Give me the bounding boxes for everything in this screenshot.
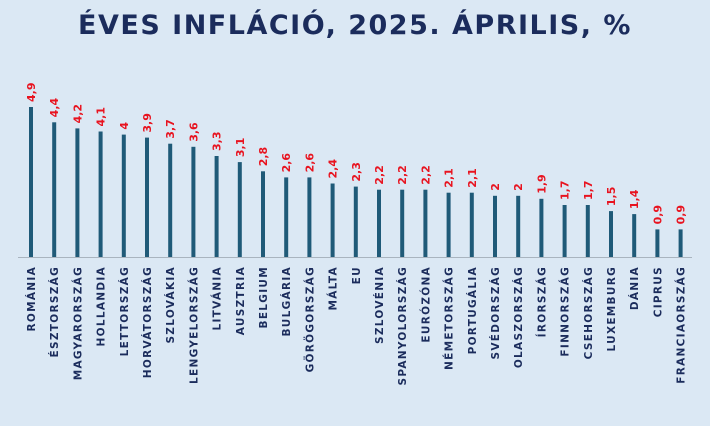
- bar: [98, 131, 103, 257]
- bar: [655, 229, 660, 257]
- bar: [261, 171, 265, 257]
- category-label: LETTORSZÁG: [118, 266, 131, 356]
- category-label: EURÓZÓNA: [419, 266, 432, 343]
- value-label: 2,6: [303, 153, 316, 173]
- chart-title: ÉVES INFLÁCIÓ, 2025. ÁPRILIS, %: [78, 10, 632, 41]
- category-label: CIPRUS: [652, 266, 664, 317]
- category-label: BELGIUM: [258, 266, 270, 328]
- bar: [168, 143, 173, 257]
- bar: [52, 122, 57, 257]
- value-label: 4,9: [25, 83, 38, 103]
- category-label: HORVÁTORSZÁG: [141, 266, 154, 378]
- bar: [307, 177, 312, 257]
- category-label: BULGÁRIA: [280, 266, 293, 336]
- category-label: HOLLANDIA: [96, 266, 108, 346]
- category-label: SZLOVÉNIA: [373, 266, 386, 344]
- bar: [678, 229, 683, 257]
- value-label: 2,4: [327, 159, 340, 179]
- value-label: 1,7: [582, 181, 595, 201]
- value-label: 2,3: [350, 162, 363, 182]
- value-label: 2: [512, 183, 525, 191]
- value-label: 1,4: [628, 189, 641, 209]
- value-label: 1,9: [535, 174, 548, 194]
- bar: [121, 134, 126, 257]
- value-label: 3,6: [187, 122, 200, 142]
- category-label: OLASZORSZÁG: [512, 266, 525, 368]
- value-label: 2,6: [280, 153, 293, 173]
- bar: [29, 107, 33, 257]
- bar: [493, 195, 497, 257]
- bar: [191, 146, 196, 257]
- category-label: SVÉDORSZÁG: [489, 266, 502, 360]
- category-label: AUSZTRIA: [235, 266, 247, 335]
- bar: [539, 198, 544, 257]
- bar: [237, 162, 242, 257]
- value-label: 3,9: [141, 113, 154, 133]
- category-label: LENGYELORSZÁG: [187, 266, 200, 384]
- value-label: 4,2: [71, 104, 84, 124]
- category-label: SZLOVÁKIA: [164, 266, 177, 344]
- bar: [585, 205, 590, 257]
- category-label: MAGYARORSZÁG: [71, 266, 84, 380]
- category-label: LUXEMBURG: [606, 266, 618, 352]
- category-label: FINNORSZÁG: [559, 266, 572, 357]
- category-label: PORTUGÁLIA: [466, 266, 479, 354]
- bar: [377, 189, 381, 257]
- bar: [423, 189, 428, 257]
- value-label: 2: [489, 183, 502, 191]
- category-label: EU: [351, 266, 363, 284]
- value-label: 1,7: [559, 181, 572, 201]
- category-label: DÁNIA: [628, 266, 641, 310]
- value-label: 2,1: [443, 168, 456, 188]
- category-label: ÉSZTORSZÁG: [48, 266, 61, 357]
- category-label: SPANYOLORSZÁG: [396, 266, 409, 386]
- category-label: LITVÁNIA: [211, 266, 224, 331]
- value-label: 0,9: [651, 205, 664, 225]
- value-label: 4: [118, 122, 131, 130]
- bar: [214, 156, 219, 257]
- bar: [145, 137, 149, 257]
- bar: [446, 192, 451, 257]
- bar: [75, 128, 80, 257]
- bar: [632, 214, 637, 257]
- value-label: 1,5: [605, 187, 618, 207]
- value-label: 2,8: [257, 147, 270, 167]
- value-label: 2,2: [373, 165, 386, 185]
- bar: [516, 195, 521, 257]
- category-label: NÉMETORSZÁG: [443, 266, 456, 370]
- value-label: 2,2: [419, 165, 432, 185]
- category-label: CSEHORSZÁG: [582, 266, 595, 359]
- value-label: 3,1: [234, 138, 247, 157]
- bar: [562, 205, 567, 257]
- bar: [609, 211, 613, 257]
- value-label: 3,3: [211, 132, 224, 152]
- category-label: ROMÁNIA: [25, 266, 38, 332]
- category-label: FRANCIAORSZÁG: [675, 266, 688, 384]
- bar: [400, 189, 405, 257]
- bar: [330, 183, 335, 257]
- category-label: ÍRORSZÁG: [535, 266, 548, 337]
- value-label: 0,9: [675, 205, 688, 225]
- value-label: 3,7: [164, 119, 177, 139]
- value-label: 4,4: [48, 97, 61, 117]
- value-label: 2,1: [466, 168, 479, 188]
- bar: [284, 177, 289, 257]
- bar: [469, 192, 474, 257]
- bar: [353, 186, 358, 257]
- value-label: 4,1: [95, 107, 108, 127]
- value-label: 2,2: [396, 165, 409, 185]
- category-label: GÖRÖGORSZÁG: [302, 266, 316, 372]
- category-label: MÁLTA: [327, 266, 340, 311]
